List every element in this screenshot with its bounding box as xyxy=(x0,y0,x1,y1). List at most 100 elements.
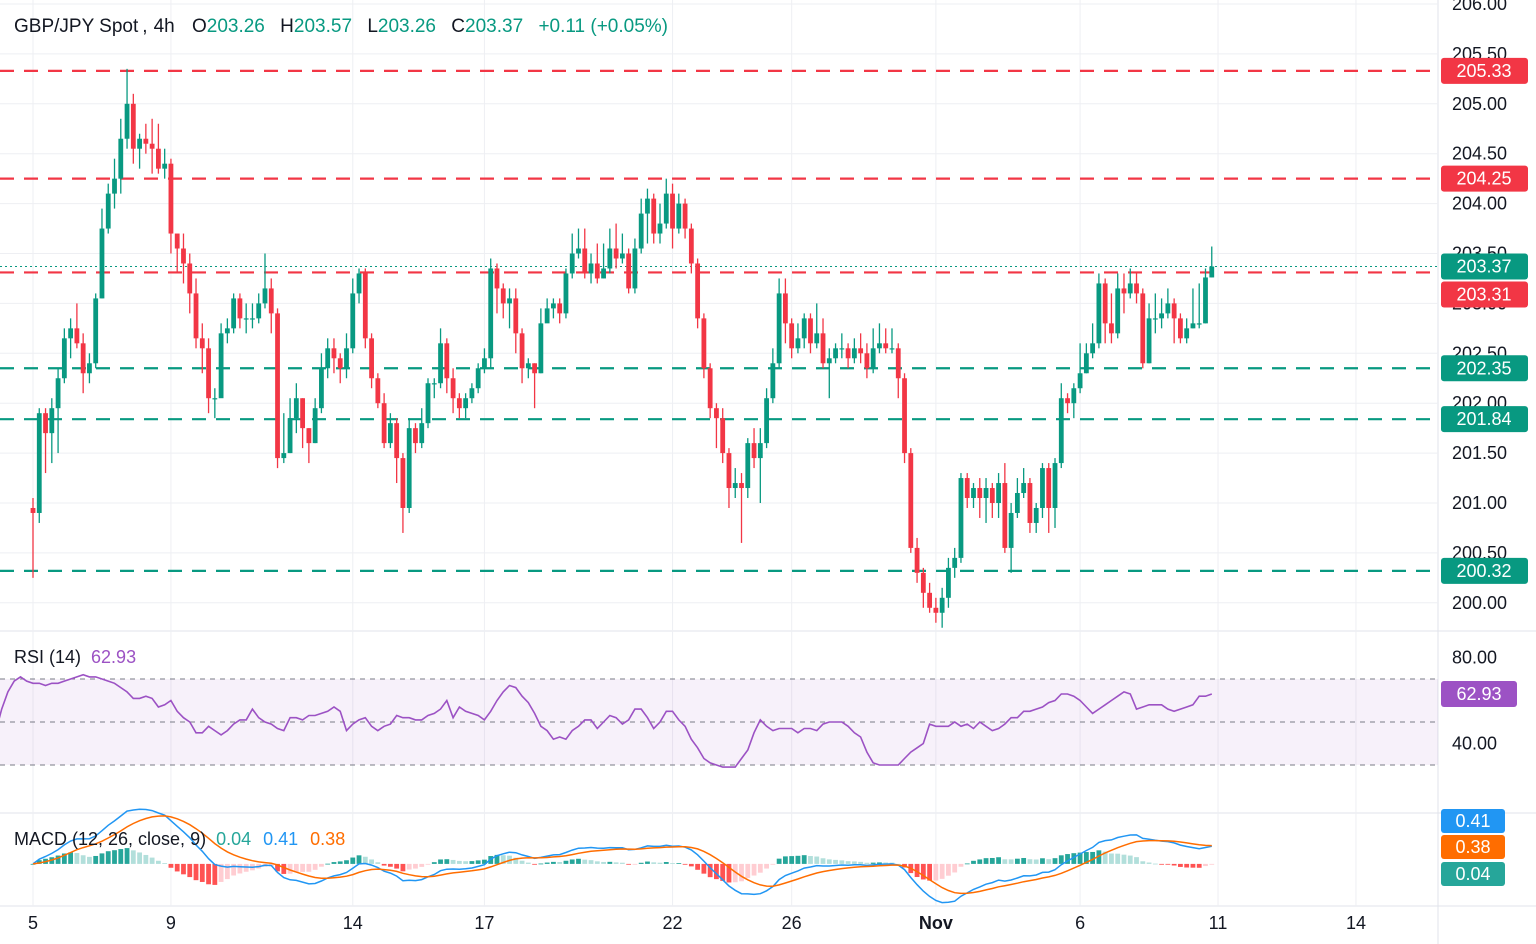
candle-body xyxy=(688,228,694,264)
candle-body xyxy=(293,398,299,419)
candle-body xyxy=(149,143,155,149)
macd-histogram-bar xyxy=(1052,858,1058,864)
macd-histogram-bar xyxy=(920,863,926,880)
candle-body xyxy=(532,363,537,374)
candle-body xyxy=(475,368,481,389)
candle-body xyxy=(61,338,67,379)
time-axis[interactable]: 5 9 14 17 22 26 Nov 6 11 14 xyxy=(28,913,1366,933)
candle-body xyxy=(757,443,763,459)
candle-body xyxy=(1027,483,1033,523)
candle-body xyxy=(588,263,594,274)
x-tick-label: 22 xyxy=(663,913,683,933)
candle-body xyxy=(450,378,456,399)
macd-histogram-bar xyxy=(162,863,168,864)
macd-histogram-bar xyxy=(394,863,400,869)
macd-histogram-bar xyxy=(1196,863,1202,868)
macd-histogram-bar xyxy=(958,863,964,867)
rsi-value: 62.93 xyxy=(91,647,136,667)
macd-histogram-bar xyxy=(563,860,569,864)
macd-line-label-text: 0.41 xyxy=(1455,811,1490,831)
macd-histogram-bar xyxy=(431,862,437,864)
macd-histogram-bar xyxy=(826,859,832,864)
macd-line-value: 0.41 xyxy=(263,829,298,849)
candle-body xyxy=(331,348,337,359)
macd-histogram-bar xyxy=(607,861,613,864)
macd-histogram-bar xyxy=(1071,853,1077,864)
candle-body xyxy=(1121,288,1127,294)
legend-macd[interactable]: MACD (12, 26, close, 9) 0.04 0.41 0.38 xyxy=(14,829,345,849)
candle-body xyxy=(883,343,889,349)
candle-body xyxy=(1090,343,1096,354)
candle-body xyxy=(250,318,255,320)
macd-histogram-bar xyxy=(952,863,958,873)
macd-histogram-bar xyxy=(657,862,663,864)
macd-histogram-bar xyxy=(494,854,500,864)
macd-histogram-bar xyxy=(839,860,845,864)
support-price-label-text: 201.84 xyxy=(1456,409,1511,429)
candle-body xyxy=(971,488,976,499)
candle-body xyxy=(187,263,193,294)
candle-body xyxy=(1171,303,1177,319)
candle-body xyxy=(952,557,958,568)
macd-line-label xyxy=(1441,809,1505,833)
macd-histogram-bar xyxy=(751,863,757,876)
macd-histogram-bar xyxy=(406,863,412,870)
candle-body xyxy=(237,298,243,319)
candle-body xyxy=(375,378,381,404)
candle-body xyxy=(199,338,205,349)
legend-main[interactable]: GBP/JPY Spot, 4h O203.26 H203.57 L203.26 … xyxy=(14,16,668,37)
macd-histogram-bar xyxy=(939,863,945,879)
candle-body xyxy=(626,253,632,289)
candle-body xyxy=(137,138,142,149)
macd-signal-line xyxy=(32,815,1212,895)
y-tick-label: 201.50 xyxy=(1452,443,1507,463)
candle-body xyxy=(469,388,475,399)
candle-body xyxy=(1033,507,1039,523)
macd-histogram-bar xyxy=(80,855,86,864)
candle-body xyxy=(1190,323,1196,329)
candle-body xyxy=(745,443,751,489)
macd-histogram-bar xyxy=(613,862,619,864)
candle-body xyxy=(1115,288,1121,334)
macd-histogram-bar xyxy=(638,862,644,864)
candle-body xyxy=(1178,318,1183,339)
macd-histogram-bar xyxy=(356,855,362,864)
legend-rsi[interactable]: RSI (14) 62.93 xyxy=(14,647,136,667)
candle-body xyxy=(350,293,356,349)
candle-body xyxy=(714,408,719,419)
candle-body xyxy=(902,378,907,454)
candle-body xyxy=(613,248,619,259)
candle-body xyxy=(946,567,951,598)
candlestick-series[interactable] xyxy=(30,68,1215,628)
macd-histogram-bar xyxy=(55,855,61,864)
macd-histogram-bar xyxy=(1121,854,1127,864)
candle-body xyxy=(789,323,795,349)
x-tick-label: 14 xyxy=(343,913,363,933)
x-tick-label: 26 xyxy=(782,913,802,933)
candle-body xyxy=(989,488,995,503)
candle-body xyxy=(814,333,820,344)
macd-histogram-bar xyxy=(231,863,237,876)
support-price-label xyxy=(1441,557,1528,584)
candle-body xyxy=(99,228,105,299)
macd-histogram-bar xyxy=(93,855,99,864)
macd-histogram-bar xyxy=(275,863,280,872)
candle-body xyxy=(218,333,224,399)
macd-histogram-bar xyxy=(1058,855,1064,864)
support-price-label-text: 202.35 xyxy=(1456,358,1511,378)
x-tick-label: 14 xyxy=(1346,913,1366,933)
y-tick-label: 201.00 xyxy=(1452,493,1507,513)
candle-body xyxy=(400,458,406,508)
candle-body xyxy=(663,193,669,224)
candle-body xyxy=(739,483,744,489)
candle-body xyxy=(55,378,61,409)
candle-body xyxy=(557,303,563,314)
macd-histogram-bar xyxy=(187,863,193,878)
candle-body xyxy=(406,428,412,508)
candle-body xyxy=(820,333,826,364)
candle-body xyxy=(877,343,882,349)
rsi-title: RSI (14) xyxy=(14,647,81,667)
macd-histogram-bar xyxy=(795,855,801,864)
macd-histogram-bar xyxy=(293,863,299,873)
